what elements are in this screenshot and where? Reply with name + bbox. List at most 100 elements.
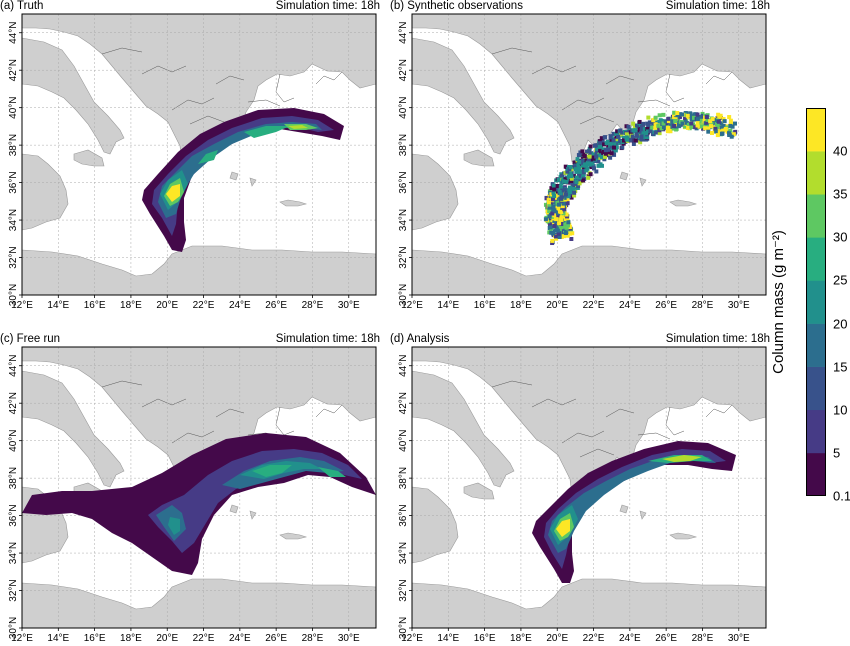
country-border xyxy=(215,75,245,85)
observation-cell xyxy=(653,122,658,127)
country-border xyxy=(579,448,615,458)
observation-cell xyxy=(549,192,554,197)
country-border xyxy=(171,430,215,444)
observation-cell xyxy=(601,147,606,152)
observation-cell xyxy=(546,200,551,205)
observation-cell xyxy=(587,152,592,157)
observation-cell xyxy=(590,161,595,166)
lon-tick-label: 14°E xyxy=(437,633,459,644)
observation-cell xyxy=(568,165,573,170)
observation-cell xyxy=(675,111,680,116)
observation-cell xyxy=(547,209,552,214)
observation-cell xyxy=(628,138,633,143)
lat-tick-label: 36°N xyxy=(398,504,409,526)
lon-tick-label: 30°E xyxy=(728,633,750,644)
lon-tick-label: 24°E xyxy=(229,633,251,644)
observation-cell xyxy=(549,230,554,235)
observation-cell xyxy=(558,224,563,229)
observation-cell xyxy=(551,204,556,209)
lon-tick-label: 26°E xyxy=(655,633,677,644)
observation-cell xyxy=(596,159,601,164)
lat-tick-label: 32°N xyxy=(398,579,409,601)
observation-cell xyxy=(657,113,662,118)
observation-cell xyxy=(573,167,578,172)
country-border xyxy=(101,380,143,388)
map-frame xyxy=(21,13,377,296)
lon-tick-label: 12°E xyxy=(11,633,33,644)
observation-cell xyxy=(548,225,553,230)
observation-cell xyxy=(554,219,559,224)
panel-title: (b) Synthetic observations xyxy=(390,0,523,12)
lat-tick-label: 44°N xyxy=(398,22,409,44)
lat-tick-label: 32°N xyxy=(8,579,19,601)
observation-cell xyxy=(612,152,617,157)
observation-cell xyxy=(640,137,645,142)
lat-tick-label: 34°N xyxy=(398,209,409,231)
observation-cell xyxy=(701,126,706,131)
observation-cell xyxy=(570,231,575,236)
land-mass xyxy=(229,171,239,181)
land-mass xyxy=(412,370,515,488)
lat-tick-label: 40°N xyxy=(8,429,19,451)
observation-cell xyxy=(641,121,646,126)
observation-cell xyxy=(552,194,557,199)
panel-title: (c) Free run xyxy=(0,333,61,345)
colorbar-swatch xyxy=(806,323,826,367)
observation-cell xyxy=(651,122,656,127)
colorbar-swatch xyxy=(806,237,826,281)
observation-cell xyxy=(587,149,592,154)
lon-tick-label: 28°E xyxy=(692,633,714,644)
lon-tick-label: 30°E xyxy=(728,300,750,311)
lon-tick-label: 20°E xyxy=(156,633,178,644)
observation-cell xyxy=(672,113,677,118)
lat-tick-label: 42°N xyxy=(8,392,19,414)
observation-cell xyxy=(709,131,714,136)
lon-tick-label: 16°E xyxy=(84,300,106,311)
observation-cell xyxy=(554,236,559,241)
lon-tick-label: 28°E xyxy=(302,300,324,311)
observation-cell xyxy=(723,128,728,133)
observation-cell xyxy=(661,121,666,126)
observation-cell xyxy=(695,120,700,125)
observation-cell xyxy=(665,129,670,134)
colorbar-tick-label: 15 xyxy=(833,359,848,375)
observation-cell xyxy=(716,119,721,124)
lat-tick-label: 42°N xyxy=(398,392,409,414)
plume-contour xyxy=(548,455,716,553)
country-border xyxy=(665,73,685,103)
land-mass xyxy=(22,578,376,628)
lon-tick-label: 24°E xyxy=(229,300,251,311)
observation-cell xyxy=(624,132,629,137)
observation-cell xyxy=(584,168,589,173)
observation-cell xyxy=(632,124,637,129)
lon-tick-label: 20°E xyxy=(156,300,178,311)
lon-tick-label: 18°E xyxy=(510,633,532,644)
observation-cell xyxy=(732,121,737,126)
lon-tick-label: 14°E xyxy=(437,300,459,311)
colorbar-tick-label: 40 xyxy=(833,143,848,159)
observation-cell xyxy=(699,118,704,123)
observation-cell xyxy=(624,135,629,140)
land-mass xyxy=(639,510,647,520)
observation-cell xyxy=(647,120,652,125)
observation-cell xyxy=(695,112,700,117)
observation-cell xyxy=(728,128,733,133)
map-synthetic-observations: 12°E 14°E 16°E 18°E 20°E 22°E 24°E 26°E 28°E 30°E… xyxy=(398,13,767,311)
observation-cell xyxy=(580,158,585,163)
country-border xyxy=(637,99,671,107)
observation-cell xyxy=(582,154,587,159)
observation-cell xyxy=(597,144,602,149)
observation-cell xyxy=(672,123,677,128)
observation-cell xyxy=(565,169,570,174)
lat-tick-label: 34°N xyxy=(8,209,19,231)
lon-tick-label: 20°E xyxy=(546,633,568,644)
observation-cell xyxy=(576,173,581,178)
observation-cell xyxy=(569,179,574,184)
observation-cell xyxy=(609,144,614,149)
observation-cell xyxy=(639,127,644,132)
observation-cell xyxy=(559,209,564,214)
country-border xyxy=(605,408,635,418)
observation-cell xyxy=(565,223,570,228)
land-mass xyxy=(619,504,629,514)
observation-cell xyxy=(544,196,549,201)
